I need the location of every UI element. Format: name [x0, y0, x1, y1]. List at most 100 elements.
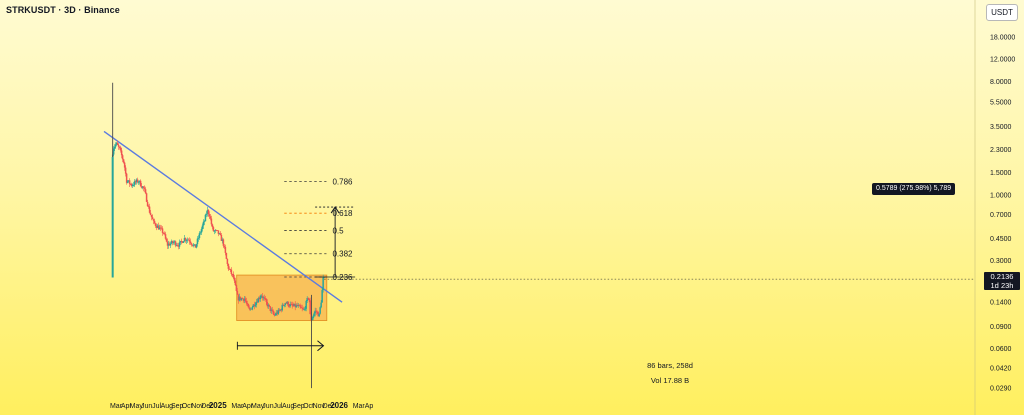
candle-body — [131, 185, 134, 186]
candle-body — [202, 221, 205, 226]
candle-body — [243, 298, 246, 301]
candle-body — [231, 274, 234, 275]
candle-body — [247, 304, 250, 308]
candle-body — [253, 304, 256, 307]
candle-body — [265, 299, 268, 302]
candle-body — [252, 304, 255, 308]
candle-body — [279, 309, 282, 311]
y-tick-label: 1.5000 — [990, 170, 1012, 177]
candle-body — [162, 232, 165, 234]
candle-body — [223, 245, 226, 247]
candle-body — [242, 298, 245, 301]
y-tick-label: 12.0000 — [990, 57, 1015, 64]
candle-body — [209, 216, 212, 219]
x-tick-label: 2025 — [209, 401, 227, 410]
candle-body — [140, 186, 143, 188]
candle-body — [272, 310, 275, 314]
candle-body — [151, 217, 154, 220]
candle-body — [270, 309, 273, 311]
candle-body — [177, 245, 180, 247]
candle-body — [290, 304, 292, 305]
candle-body — [171, 240, 174, 244]
candle-body — [121, 155, 124, 160]
candle-body — [156, 225, 159, 228]
candle-body — [281, 304, 283, 311]
candle-body — [256, 301, 259, 303]
candle-body — [264, 298, 267, 300]
x-tick-label: Oct — [303, 403, 314, 410]
fib-level-label: 0.382 — [332, 250, 353, 259]
candle-body — [251, 307, 254, 310]
fib-level-label: 0.236 — [332, 273, 353, 282]
candle-body — [186, 239, 189, 241]
candle-body — [217, 230, 220, 234]
candle-body — [138, 180, 141, 182]
candle-body — [224, 246, 227, 253]
x-tick-label: Jul — [152, 403, 161, 410]
candle-body — [239, 296, 242, 300]
candle-body — [142, 186, 145, 189]
candle-body — [287, 301, 289, 306]
candle-body — [267, 304, 270, 307]
candle-body — [139, 180, 142, 187]
candle-body — [318, 313, 320, 317]
candle-body — [165, 238, 168, 242]
range-arrow-head — [317, 340, 325, 352]
last-price-countdown: 1d 23h — [990, 280, 1014, 290]
candle-body — [303, 308, 305, 310]
candle-body — [232, 274, 235, 278]
y-tick-label: 0.0420 — [990, 365, 1012, 372]
candle-body — [280, 309, 283, 311]
candle-body — [129, 183, 132, 185]
candle-body — [159, 227, 162, 229]
x-tick-label: Apr — [242, 403, 254, 410]
candles-layer — [111, 82, 325, 389]
candle-body — [126, 181, 129, 183]
candle-body — [189, 241, 192, 244]
candle-body — [214, 230, 217, 231]
candle-body — [173, 241, 176, 243]
candle-body — [296, 305, 298, 307]
candle-body — [301, 307, 303, 309]
candle-body — [277, 309, 280, 314]
candle-body — [164, 234, 167, 239]
candle-body — [313, 313, 315, 316]
candle-body — [226, 258, 229, 265]
currency-badge[interactable]: USDT — [986, 4, 1018, 21]
last-price-tag: 0.2136 1d 23h — [984, 272, 1020, 290]
candle-body — [133, 181, 136, 185]
candle-body — [245, 300, 248, 304]
candle-body — [227, 264, 230, 269]
candle-body — [254, 304, 257, 307]
candle-body — [116, 142, 119, 146]
candle-body — [222, 239, 225, 246]
candle-body — [304, 308, 306, 310]
candle-body — [298, 305, 300, 306]
candle-body — [181, 241, 184, 243]
candle-body — [188, 240, 191, 242]
candle-body — [124, 167, 127, 174]
range-info: 86 bars, 258d Vol 17.88 B — [620, 358, 720, 388]
candle-body — [320, 302, 322, 308]
candle-body — [289, 304, 291, 307]
candle-body — [206, 209, 209, 214]
x-tick-label: Ap — [365, 403, 374, 410]
x-tick-label: Mar — [353, 403, 366, 410]
candle-body — [176, 245, 179, 246]
candle-body — [240, 298, 243, 300]
candle-body — [282, 304, 284, 306]
candle-body — [137, 181, 140, 183]
candle-body — [300, 306, 302, 308]
candle-body — [183, 238, 186, 242]
candle-body — [225, 252, 228, 259]
candle-body — [169, 243, 172, 246]
candle-body — [299, 305, 301, 307]
x-tick-label: Dec — [201, 403, 214, 410]
candle-body — [322, 277, 324, 291]
candle-body — [218, 233, 221, 235]
candle-body — [305, 300, 307, 309]
candle-body — [233, 277, 236, 281]
candle-body — [278, 309, 281, 311]
y-tick-label: 0.7000 — [990, 212, 1012, 219]
